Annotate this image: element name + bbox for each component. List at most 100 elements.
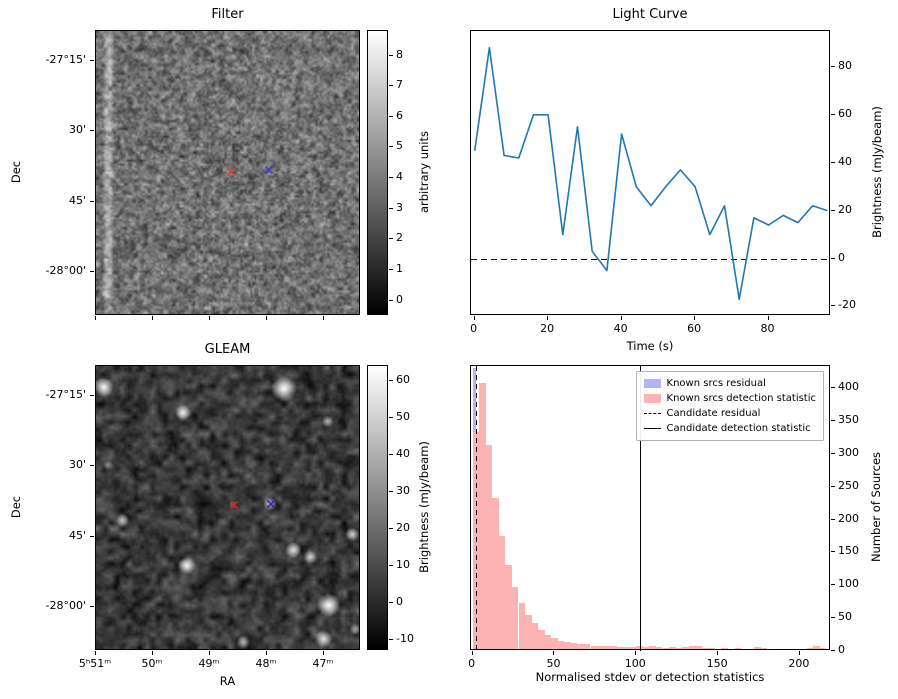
colorbar-tick-label: 2	[396, 231, 403, 245]
colorbar-tick-label: 3	[396, 200, 403, 214]
colorbar-tick-mark	[389, 54, 393, 56]
filter-colorbar	[367, 30, 388, 315]
hist-bar-detection	[505, 564, 512, 649]
colorbar-tick-label: -10	[396, 631, 414, 645]
colorbar-tick-label: 4	[396, 170, 403, 184]
y-tick-label: 40	[838, 154, 852, 168]
filter-sky-image	[96, 31, 359, 314]
x-tick-mark	[547, 316, 549, 320]
y-tick-label: 20	[838, 202, 852, 216]
y-tick-mark	[90, 271, 94, 273]
legend-patch-swatch	[643, 379, 661, 388]
hist-bar-detection	[642, 647, 650, 649]
hist-bar-detection	[518, 603, 525, 649]
x-tick-label: 20	[540, 322, 555, 335]
hist-bar-detection	[806, 647, 813, 649]
gleam-xlabel: RA	[219, 674, 236, 688]
hist-bar-detection	[531, 623, 538, 649]
y-tick-mark	[831, 452, 835, 454]
hist-bar-detection	[813, 646, 820, 649]
gleam-sky-image	[96, 366, 359, 649]
x-tick-mark	[151, 316, 153, 320]
y-tick-label: 80	[838, 58, 852, 72]
colorbar-tick-label: 40	[396, 446, 410, 460]
hist-bar-detection	[662, 647, 669, 649]
legend-label: Candidate residual	[666, 408, 761, 419]
known-source-marker: ×	[228, 497, 240, 514]
colorbar-tick-mark	[389, 638, 393, 640]
y-tick-mark	[90, 201, 94, 202]
colorbar-tick-label: 7	[396, 78, 403, 92]
y-tick-mark	[831, 617, 835, 619]
hist-bar-detection	[760, 647, 768, 649]
colorbar-tick-label: 8	[396, 47, 403, 61]
hist-bar-detection	[701, 647, 709, 649]
x-tick-mark	[265, 651, 267, 655]
hist-bar-detection	[603, 646, 610, 649]
hist-bar-detection	[564, 641, 571, 649]
legend-label: Known srcs residual	[666, 378, 766, 389]
zero-flux-dashed-line	[471, 258, 831, 261]
hist-bar-detection	[623, 647, 630, 649]
legend-row: Candidate detection statistic	[643, 421, 816, 436]
hist-bar-detection	[754, 647, 761, 649]
colorbar-tick-mark	[389, 601, 393, 603]
x-tick-mark	[322, 651, 324, 655]
y-tick-mark	[831, 257, 835, 259]
x-tick-label: 0	[470, 322, 478, 335]
hist-bar-detection	[511, 586, 519, 649]
colorbar-tick-label: 50	[396, 409, 410, 423]
y-tick-label: 150	[838, 544, 859, 558]
colorbar-tick-mark	[389, 564, 393, 566]
y-tick-mark	[831, 420, 835, 422]
legend-row: Candidate residual	[643, 406, 816, 421]
hist-bar-detection	[590, 645, 597, 649]
x-tick-label: 80	[760, 322, 775, 335]
legend-patch-swatch	[643, 394, 661, 403]
x-tick-mark	[767, 316, 769, 320]
y-tick-mark	[831, 113, 835, 115]
colorbar-tick-mark	[389, 299, 393, 301]
y-tick-mark	[90, 606, 94, 608]
colorbar-tick-mark	[389, 115, 393, 117]
y-tick-mark	[90, 59, 94, 61]
colorbar-tick-label: 1	[396, 262, 403, 276]
y-tick-label: 200	[838, 511, 859, 525]
hist-bar-detection	[583, 644, 591, 649]
gleam-ylabel: Dec	[9, 495, 23, 519]
y-tick-mark	[831, 161, 835, 163]
x-tick-label: 60	[687, 322, 702, 335]
x-tick-label: 0	[468, 657, 476, 670]
light-curve-ylabel: Brightness (mJy/beam)	[870, 106, 884, 238]
gleam-plot-area: × ×	[95, 365, 360, 650]
y-tick-label: 50	[838, 610, 852, 624]
y-tick-label: -28°00'	[45, 599, 87, 613]
y-tick-mark	[90, 130, 94, 132]
legend-solid-line-swatch	[643, 428, 661, 429]
hist-bar-detection	[492, 498, 499, 649]
colorbar-tick-mark	[389, 416, 393, 418]
x-tick-label: 5ʰ51ᵐ	[78, 657, 112, 670]
gleam-title: GLEAM	[204, 342, 251, 357]
hist-bar-detection	[525, 614, 532, 649]
gleam-colorbar-label: Brightness (mJy/beam)	[417, 441, 431, 573]
y-tick-mark	[831, 65, 835, 67]
y-tick-label: -20	[838, 298, 856, 312]
hist-bar-detection	[570, 643, 578, 649]
colorbar-tick-label: 5	[396, 139, 403, 153]
y-tick-mark	[831, 584, 835, 586]
light-curve-title: Light Curve	[612, 7, 688, 22]
x-tick-mark	[208, 651, 210, 655]
y-tick-label: 30'	[68, 458, 86, 472]
colorbar-tick-mark	[389, 238, 393, 240]
hist-bar-detection	[669, 647, 676, 649]
colorbar-tick-mark	[389, 269, 393, 271]
y-tick-mark	[90, 465, 94, 467]
x-tick-label: 40	[613, 322, 628, 335]
colorbar-tick-mark	[389, 379, 393, 381]
y-tick-label: 45'	[68, 529, 86, 542]
hist-bar-detection	[629, 647, 637, 649]
x-tick-mark	[717, 651, 719, 655]
y-tick-label: 60	[838, 106, 852, 120]
